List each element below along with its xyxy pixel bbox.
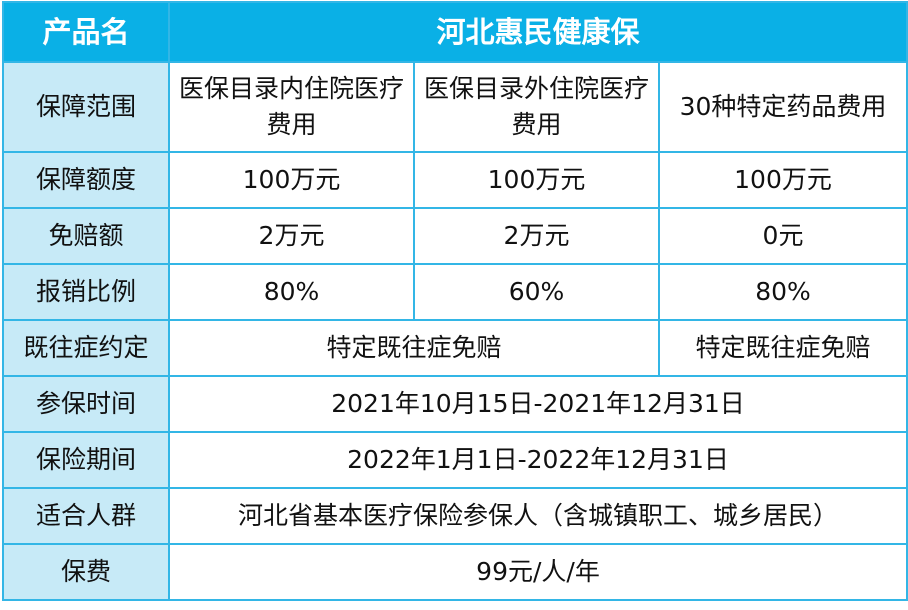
- table-row: 适合人群 河北省基本医疗保险参保人（含城镇职工、城乡居民）: [2, 487, 908, 545]
- row-label-scope: 保障范围: [2, 61, 170, 153]
- row-label-limit: 保障额度: [2, 151, 170, 209]
- row-label-period: 保险期间: [2, 431, 170, 489]
- product-name-header: 河北惠民健康保: [167, 1, 908, 63]
- scope-special-drugs: 30种特定药品费用: [657, 61, 908, 153]
- scope-inpatient-in-catalog: 医保目录内住院医疗费用: [168, 61, 415, 153]
- table-row: 报销比例 80% 60% 80%: [2, 263, 908, 321]
- row-label-premium: 保费: [2, 543, 170, 601]
- limit-col-3: 100万元: [657, 151, 908, 209]
- table-row: 参保时间 2021年10月15日-2021年12月31日: [2, 375, 908, 433]
- deductible-col-2: 2万元: [413, 207, 660, 265]
- row-label-ratio: 报销比例: [2, 263, 170, 321]
- period-value: 2022年1月1日-2022年12月31日: [167, 431, 908, 489]
- row-label-audience: 适合人群: [2, 487, 170, 545]
- table-row: 保障额度 100万元 100万元 100万元: [2, 151, 908, 209]
- row-label-deductible: 免赔额: [2, 207, 170, 265]
- table-row: 保费 99元/人/年: [2, 543, 908, 601]
- product-label-header: 产品名: [2, 1, 170, 63]
- table-row: 既往症约定 特定既往症免赔 特定既往症免赔: [2, 319, 908, 377]
- table-row: 免赔额 2万元 2万元 0元: [2, 207, 908, 265]
- preexisting-col-3: 特定既往症免赔: [657, 319, 908, 377]
- header-row: 产品名 河北惠民健康保: [2, 1, 908, 63]
- deductible-col-3: 0元: [657, 207, 908, 265]
- row-label-preexisting: 既往症约定: [2, 319, 170, 377]
- ratio-col-3: 80%: [657, 263, 908, 321]
- table-row: 保障范围 医保目录内住院医疗费用 医保目录外住院医疗费用 30种特定药品费用: [2, 61, 908, 153]
- limit-col-2: 100万元: [413, 151, 660, 209]
- scope-inpatient-out-catalog: 医保目录外住院医疗费用: [413, 61, 660, 153]
- enroll-value: 2021年10月15日-2021年12月31日: [167, 375, 908, 433]
- ratio-col-2: 60%: [413, 263, 660, 321]
- preexisting-col-1-2: 特定既往症免赔: [168, 319, 660, 377]
- row-label-enroll: 参保时间: [2, 375, 170, 433]
- deductible-col-1: 2万元: [168, 207, 415, 265]
- ratio-col-1: 80%: [168, 263, 415, 321]
- limit-col-1: 100万元: [168, 151, 415, 209]
- audience-value: 河北省基本医疗保险参保人（含城镇职工、城乡居民）: [167, 487, 908, 545]
- premium-value: 99元/人/年: [167, 543, 908, 601]
- table-row: 保险期间 2022年1月1日-2022年12月31日: [2, 431, 908, 489]
